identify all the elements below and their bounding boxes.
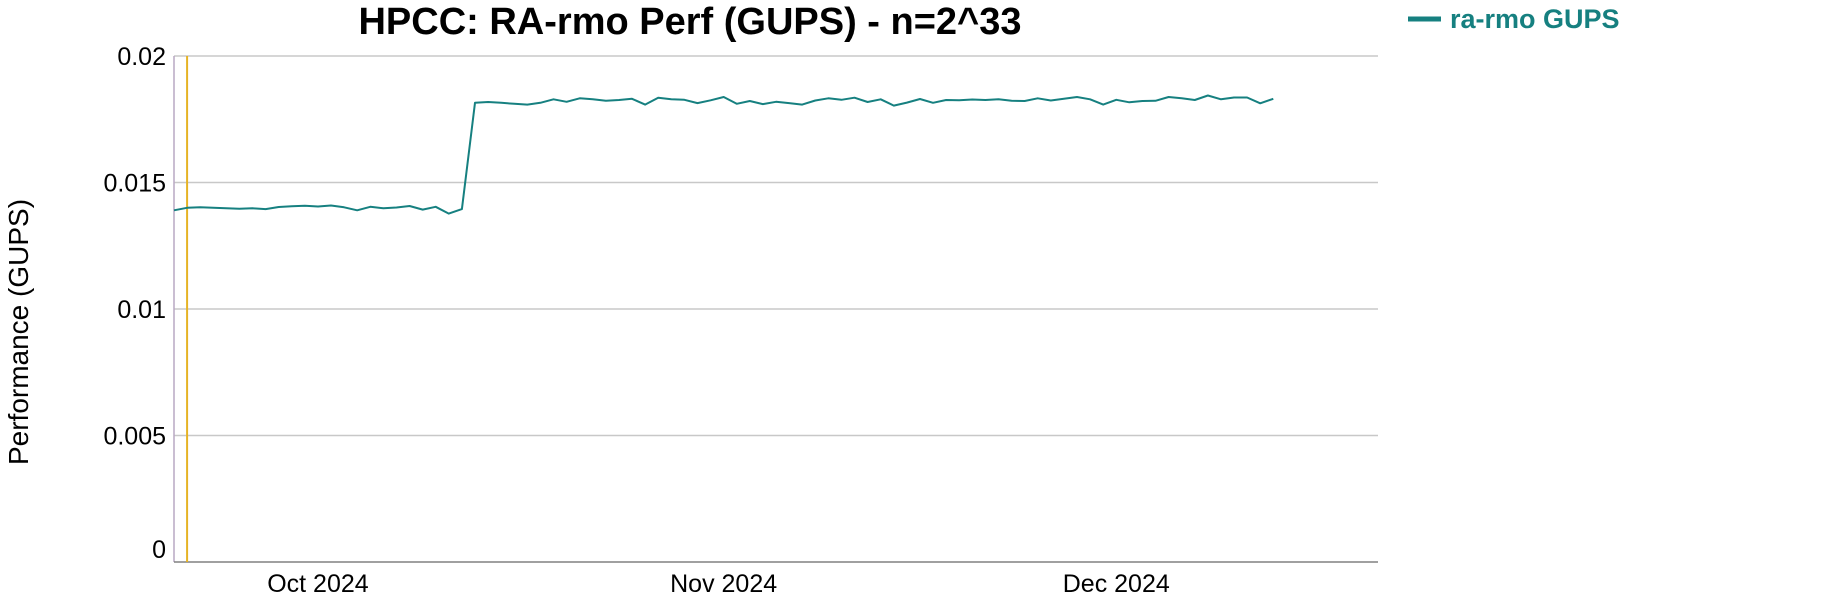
y-tick-label: 0.02 — [117, 43, 166, 71]
y-axis-label: Performance (GUPS) — [3, 199, 34, 465]
gridlines — [174, 55, 1378, 437]
series-line-ra-rmo-gups — [173, 94, 1274, 215]
axes — [173, 56, 1378, 563]
y-tick-label: 0.005 — [103, 423, 166, 451]
series-lines — [173, 94, 1274, 215]
x-axis-ticks: Oct 2024 Nov 2024 Dec 2024 — [267, 570, 1170, 598]
y-axis-ticks: 0 0.005 0.01 0.015 0.02 — [103, 43, 166, 564]
y-tick-label: 0.015 — [103, 170, 166, 198]
y-tick-label: 0.01 — [117, 296, 166, 324]
x-tick-label: Oct 2024 — [267, 570, 369, 598]
x-tick-label: Dec 2024 — [1063, 570, 1170, 598]
chart-title: HPCC: RA-rmo Perf (GUPS) - n=2^33 — [358, 1, 1021, 43]
legend[interactable]: ra-rmo GUPS — [1408, 4, 1620, 34]
x-tick-label: Nov 2024 — [670, 570, 777, 598]
legend-label-ra-rmo-gups: ra-rmo GUPS — [1450, 4, 1620, 34]
y-tick-label: 0 — [152, 536, 166, 564]
